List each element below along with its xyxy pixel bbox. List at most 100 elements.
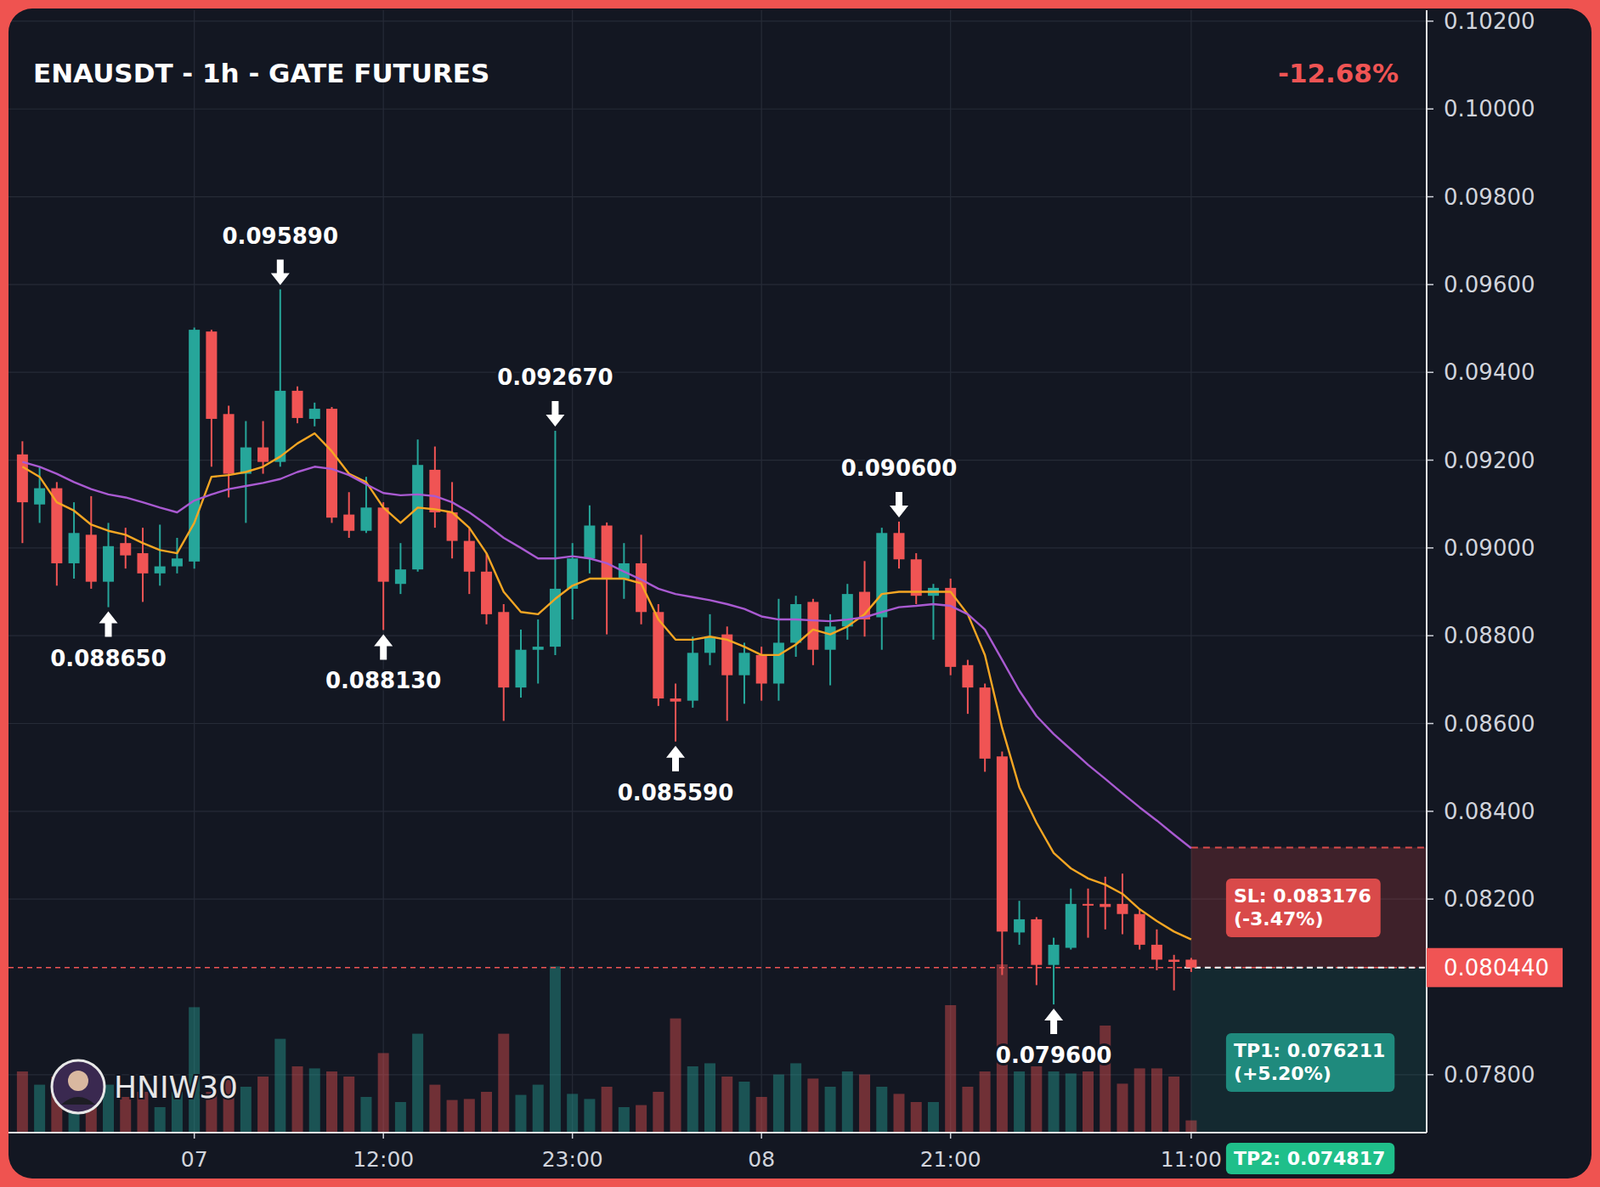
stop-loss-box bbox=[1226, 878, 1381, 938]
volume-bar bbox=[825, 1086, 837, 1133]
volume-bar bbox=[446, 1100, 458, 1133]
volume-bar bbox=[497, 1034, 509, 1133]
volume-bar bbox=[807, 1078, 819, 1133]
annotation-arrow bbox=[1044, 1008, 1063, 1035]
take-profit-change-label: (+5.20%) bbox=[1233, 1062, 1332, 1085]
candle-body bbox=[497, 611, 509, 688]
frame bbox=[0, 0, 1600, 1187]
x-axis-line bbox=[8, 1131, 1427, 1134]
last-price-line bbox=[8, 966, 1427, 969]
avatar-face bbox=[67, 1070, 89, 1092]
candle-body bbox=[670, 698, 682, 702]
y-grid-line bbox=[8, 547, 1427, 549]
candle-body bbox=[1048, 944, 1060, 966]
x-grid-line bbox=[761, 10, 763, 1133]
candle-body bbox=[979, 687, 991, 759]
volume-bar bbox=[670, 1018, 682, 1133]
x-grid-line bbox=[193, 10, 195, 1133]
candle-body bbox=[1082, 904, 1094, 906]
volume-bar bbox=[1134, 1068, 1146, 1133]
candle-body bbox=[480, 571, 492, 615]
last-price-box bbox=[1426, 948, 1563, 988]
moving-average-line bbox=[22, 433, 1192, 940]
candle-wick bbox=[175, 537, 178, 574]
annotation-arrow bbox=[271, 260, 290, 286]
volume-bar bbox=[1151, 1068, 1163, 1133]
y-tick bbox=[1426, 723, 1434, 725]
volume-bar bbox=[601, 1086, 613, 1133]
x-tick bbox=[571, 1132, 574, 1139]
candle-body bbox=[360, 507, 372, 531]
y-tick-label: 0.09600 bbox=[1443, 271, 1536, 298]
volume-bar bbox=[154, 1107, 166, 1133]
volume bbox=[16, 964, 1197, 1133]
candle-wick bbox=[399, 542, 402, 594]
plot-area bbox=[8, 289, 1427, 1133]
y-grid-line bbox=[8, 810, 1427, 812]
annotation-arrow bbox=[99, 611, 119, 638]
volume-bar bbox=[33, 1085, 46, 1133]
stop-loss-line bbox=[1191, 846, 1427, 849]
annotation-label: 0.079600 bbox=[995, 1042, 1113, 1069]
volume-bar bbox=[756, 1096, 768, 1133]
x-tick-label: 23:00 bbox=[542, 1147, 604, 1172]
take-profit-zone bbox=[1191, 967, 1427, 1133]
volume-bar bbox=[378, 1052, 390, 1133]
candle-body bbox=[738, 652, 750, 675]
x-tick bbox=[382, 1132, 385, 1139]
y-tick-label: 0.09200 bbox=[1443, 447, 1536, 474]
annotation-label: 0.085590 bbox=[617, 780, 735, 806]
annotation-label: 0.092670 bbox=[497, 364, 614, 391]
volume-bar bbox=[326, 1071, 338, 1133]
x-tick bbox=[193, 1132, 196, 1139]
chart: 0.078000.082000.084000.086000.088000.090… bbox=[0, 0, 1600, 1187]
volume-bar bbox=[738, 1081, 750, 1133]
volume-bar bbox=[1168, 1076, 1180, 1133]
volume-bar bbox=[635, 1105, 647, 1133]
take-profit: TP1: 0.076211(+5.20%) bbox=[1226, 1033, 1395, 1092]
candle-body bbox=[1065, 904, 1077, 949]
volume-bar bbox=[1099, 1025, 1111, 1133]
candle-body bbox=[463, 541, 475, 572]
y-tick-label: 0.09000 bbox=[1443, 535, 1536, 561]
y-tick-label: 0.08600 bbox=[1443, 711, 1536, 737]
volume-bar bbox=[961, 1086, 973, 1133]
candle-body bbox=[412, 464, 424, 570]
volume-bar bbox=[1185, 1120, 1197, 1133]
candle-body bbox=[1099, 904, 1111, 908]
volume-bar bbox=[360, 1096, 372, 1133]
candle-body bbox=[893, 532, 905, 560]
stop-loss-label: SL: 0.083176 bbox=[1233, 885, 1372, 907]
watermark: HNIW30 bbox=[113, 1069, 238, 1105]
candle-body bbox=[16, 454, 29, 503]
x-tick-label: 12:00 bbox=[352, 1147, 414, 1172]
stop-loss-zone bbox=[1191, 847, 1427, 967]
volume-bar bbox=[292, 1066, 304, 1133]
y-tick-label: 0.07800 bbox=[1443, 1062, 1536, 1088]
annotation-label: 0.088130 bbox=[325, 667, 442, 694]
take-profit-box bbox=[1226, 1142, 1395, 1175]
y-tick-label: 0.08800 bbox=[1443, 622, 1536, 649]
volume-bar bbox=[412, 1034, 424, 1133]
annotations: 0.0886500.0958900.0881300.0926700.085590… bbox=[50, 223, 1112, 1069]
volume-bar bbox=[309, 1068, 321, 1133]
candle-body bbox=[704, 636, 716, 653]
candle-body bbox=[1168, 959, 1180, 962]
candle-body bbox=[136, 553, 148, 574]
volume-bar bbox=[480, 1091, 492, 1133]
take-profit-label: TP2: 0.074817 bbox=[1233, 1147, 1386, 1170]
candle-body bbox=[68, 532, 80, 564]
candle-body bbox=[395, 569, 407, 584]
volume-bar bbox=[979, 1071, 991, 1133]
volume-bar bbox=[721, 1076, 733, 1133]
volume-bar bbox=[773, 1074, 785, 1133]
candle-body bbox=[773, 642, 785, 684]
volume-bar bbox=[583, 1098, 595, 1133]
candle-wick bbox=[158, 524, 161, 586]
volume-bar bbox=[859, 1074, 871, 1133]
y-tick-label: 0.08400 bbox=[1443, 798, 1536, 825]
y-grid-line bbox=[8, 283, 1427, 285]
annotation-label: 0.088650 bbox=[50, 645, 167, 672]
volume-bar bbox=[1048, 1071, 1060, 1133]
stop-loss-change-label: (-3.47%) bbox=[1233, 908, 1324, 930]
